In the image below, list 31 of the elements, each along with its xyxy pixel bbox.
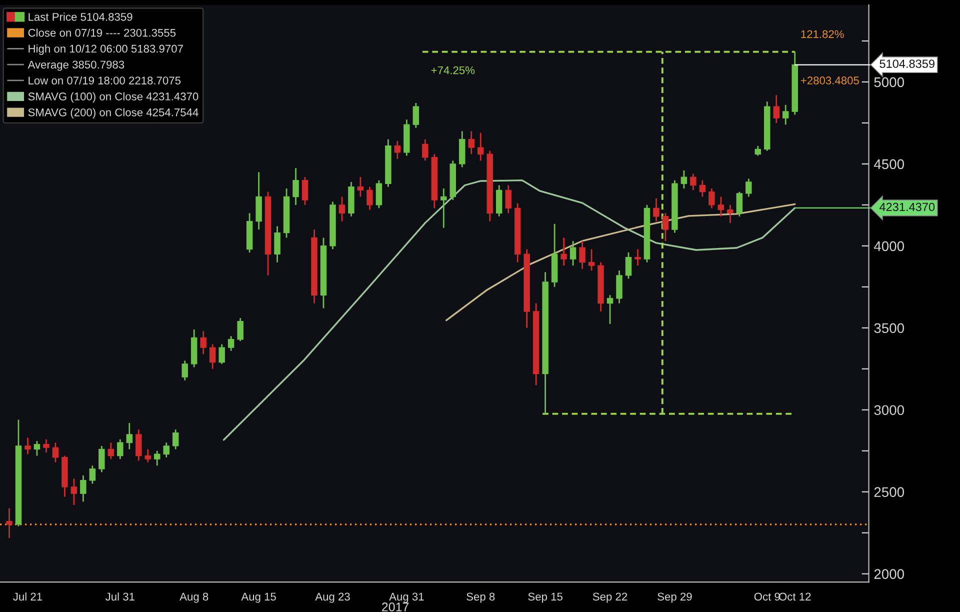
y-tick-label: 4500 xyxy=(874,159,904,170)
x-tick-label: Oct 12 xyxy=(779,592,811,601)
x-tick-label: Jul 31 xyxy=(106,592,134,601)
annotation: Average 3850.7983 xyxy=(28,60,124,71)
x-tick-label: Aug 8 xyxy=(180,592,208,603)
y-tick-label: 5000 xyxy=(874,77,904,88)
legend-label: Close on 07/19 ---- 2301.3555 xyxy=(28,28,176,37)
y-tick-label: 4000 xyxy=(874,241,904,252)
x-tick-label: Sep 15 xyxy=(528,592,562,603)
y-tick-label: 3000 xyxy=(874,405,904,416)
legend-label: SMAVG (200) on Close 4254.7544 xyxy=(28,108,198,119)
y-tick-label: 2000 xyxy=(874,569,904,579)
x-tick-label: Jul 21 xyxy=(13,592,42,601)
annotation: Low on 07/19 18:00 2218.7075 xyxy=(28,76,181,84)
annotation: +74.25% xyxy=(431,66,475,74)
x-tick-label: Aug 15 xyxy=(241,592,276,603)
x-tick-label: Sep 29 xyxy=(658,592,692,603)
annotation: 4231.4370 xyxy=(879,202,935,212)
x-tick-label: Sep 22 xyxy=(592,592,628,603)
x-tick-label: Sep 8 xyxy=(466,592,495,603)
x-tick-label: Aug 31 xyxy=(389,592,424,603)
x-axis-title: 2017 xyxy=(382,602,409,612)
y-tick-label: 3500 xyxy=(874,323,904,334)
legend-label: Last Price 5104.8359 xyxy=(28,12,132,21)
annotation: 121.82% xyxy=(801,30,844,38)
y-tick-label: 2500 xyxy=(874,487,904,498)
annotation: 5104.8359 xyxy=(880,60,934,68)
annotation: +2803.4805 xyxy=(800,76,859,84)
legend-label: SMAVG (100) on Close 4231.4370 xyxy=(28,92,198,103)
annotation: High on 10/12 06:00 5183.9707 xyxy=(28,44,183,55)
x-tick-label: Aug 23 xyxy=(315,592,350,603)
